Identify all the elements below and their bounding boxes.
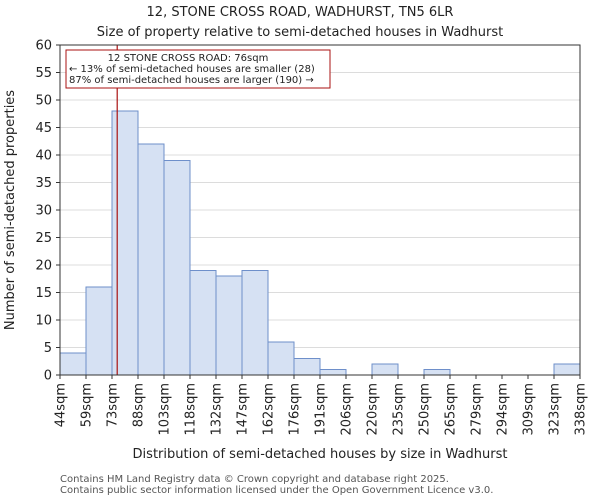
- y-tick-label: 55: [35, 66, 52, 81]
- annotation-box: 12 STONE CROSS ROAD: 76sqm ← 13% of semi…: [65, 49, 331, 89]
- y-tick-label: 35: [35, 176, 52, 191]
- bar: [215, 275, 243, 376]
- y-axis-ticks: 0 5 10 15 20 25 30 35 40 45 50 55 60: [35, 39, 60, 384]
- x-tick-label: 265sqm: [444, 383, 459, 436]
- x-tick-label: 294sqm: [496, 383, 511, 436]
- y-tick-label: 60: [35, 39, 52, 54]
- x-tick-label: 235sqm: [392, 383, 407, 436]
- plot-area-frame: [59, 44, 581, 376]
- bar: [85, 286, 113, 376]
- annotation-line-2: ← 13% of semi-detached houses are smalle…: [69, 64, 315, 75]
- annotation-line-3: 87% of semi-detached houses are larger (…: [69, 75, 314, 86]
- bar: [163, 160, 191, 376]
- x-tick-label: 279sqm: [470, 383, 485, 436]
- footer-licence: Contains public sector information licen…: [60, 485, 494, 496]
- x-tick-label: 59sqm: [80, 383, 95, 427]
- y-tick-label: 15: [35, 286, 52, 301]
- y-axis-label: Number of semi-detached properties: [3, 90, 18, 330]
- x-tick-label: 206sqm: [340, 383, 355, 436]
- bar: [59, 352, 87, 376]
- bar: [189, 270, 217, 376]
- x-tick-label: 147sqm: [236, 383, 251, 436]
- y-tick-label: 40: [35, 149, 52, 164]
- chart-subtitle: Size of property relative to semi-detach…: [97, 25, 503, 40]
- y-tick-label: 50: [35, 94, 52, 109]
- annotation-line-1: 12 STONE CROSS ROAD: 76sqm: [108, 53, 269, 64]
- x-tick-label: 132sqm: [210, 383, 225, 436]
- x-tick-label: 338sqm: [574, 383, 589, 436]
- x-tick-label: 73sqm: [106, 383, 121, 427]
- x-tick-label: 309sqm: [522, 383, 537, 436]
- x-tick-label: 162sqm: [262, 383, 277, 436]
- annotation-border: [65, 49, 331, 89]
- y-tick-label: 10: [35, 314, 52, 329]
- bar: [371, 363, 399, 376]
- footer-copyright: Contains HM Land Registry data © Crown c…: [60, 474, 449, 485]
- bar: [293, 358, 321, 376]
- x-tick-label: 323sqm: [548, 383, 563, 436]
- bars: [59, 110, 581, 376]
- x-tick-label: 220sqm: [366, 383, 381, 436]
- y-tick-label: 5: [44, 341, 52, 356]
- y-tick-label: 45: [35, 121, 52, 136]
- bar: [241, 270, 269, 376]
- x-tick-label: 103sqm: [158, 383, 173, 436]
- x-axis-ticks: 44sqm 59sqm 73sqm 88sqm 103sqm 118sqm 132sqm 14…: [54, 375, 589, 436]
- x-tick-label: 176sqm: [288, 383, 303, 436]
- x-tick-label: 250sqm: [418, 383, 433, 436]
- bar: [319, 369, 347, 376]
- y-tick-label: 25: [35, 231, 52, 246]
- y-tick-label: 30: [35, 204, 52, 219]
- chart-title: 12, STONE CROSS ROAD, WADHURST, TN5 6LR: [147, 5, 454, 20]
- bar: [553, 363, 581, 376]
- y-tick-label: 20: [35, 259, 52, 274]
- bar: [111, 110, 139, 376]
- bar: [423, 369, 451, 376]
- x-tick-label: 191sqm: [314, 383, 329, 436]
- y-tick-label: 0: [44, 369, 52, 384]
- x-tick-label: 118sqm: [184, 383, 199, 436]
- x-tick-label: 44sqm: [54, 383, 69, 427]
- x-axis-label: Distribution of semi-detached houses by …: [133, 447, 508, 462]
- x-tick-label: 88sqm: [132, 383, 147, 427]
- bar: [267, 341, 295, 376]
- bar: [137, 143, 165, 376]
